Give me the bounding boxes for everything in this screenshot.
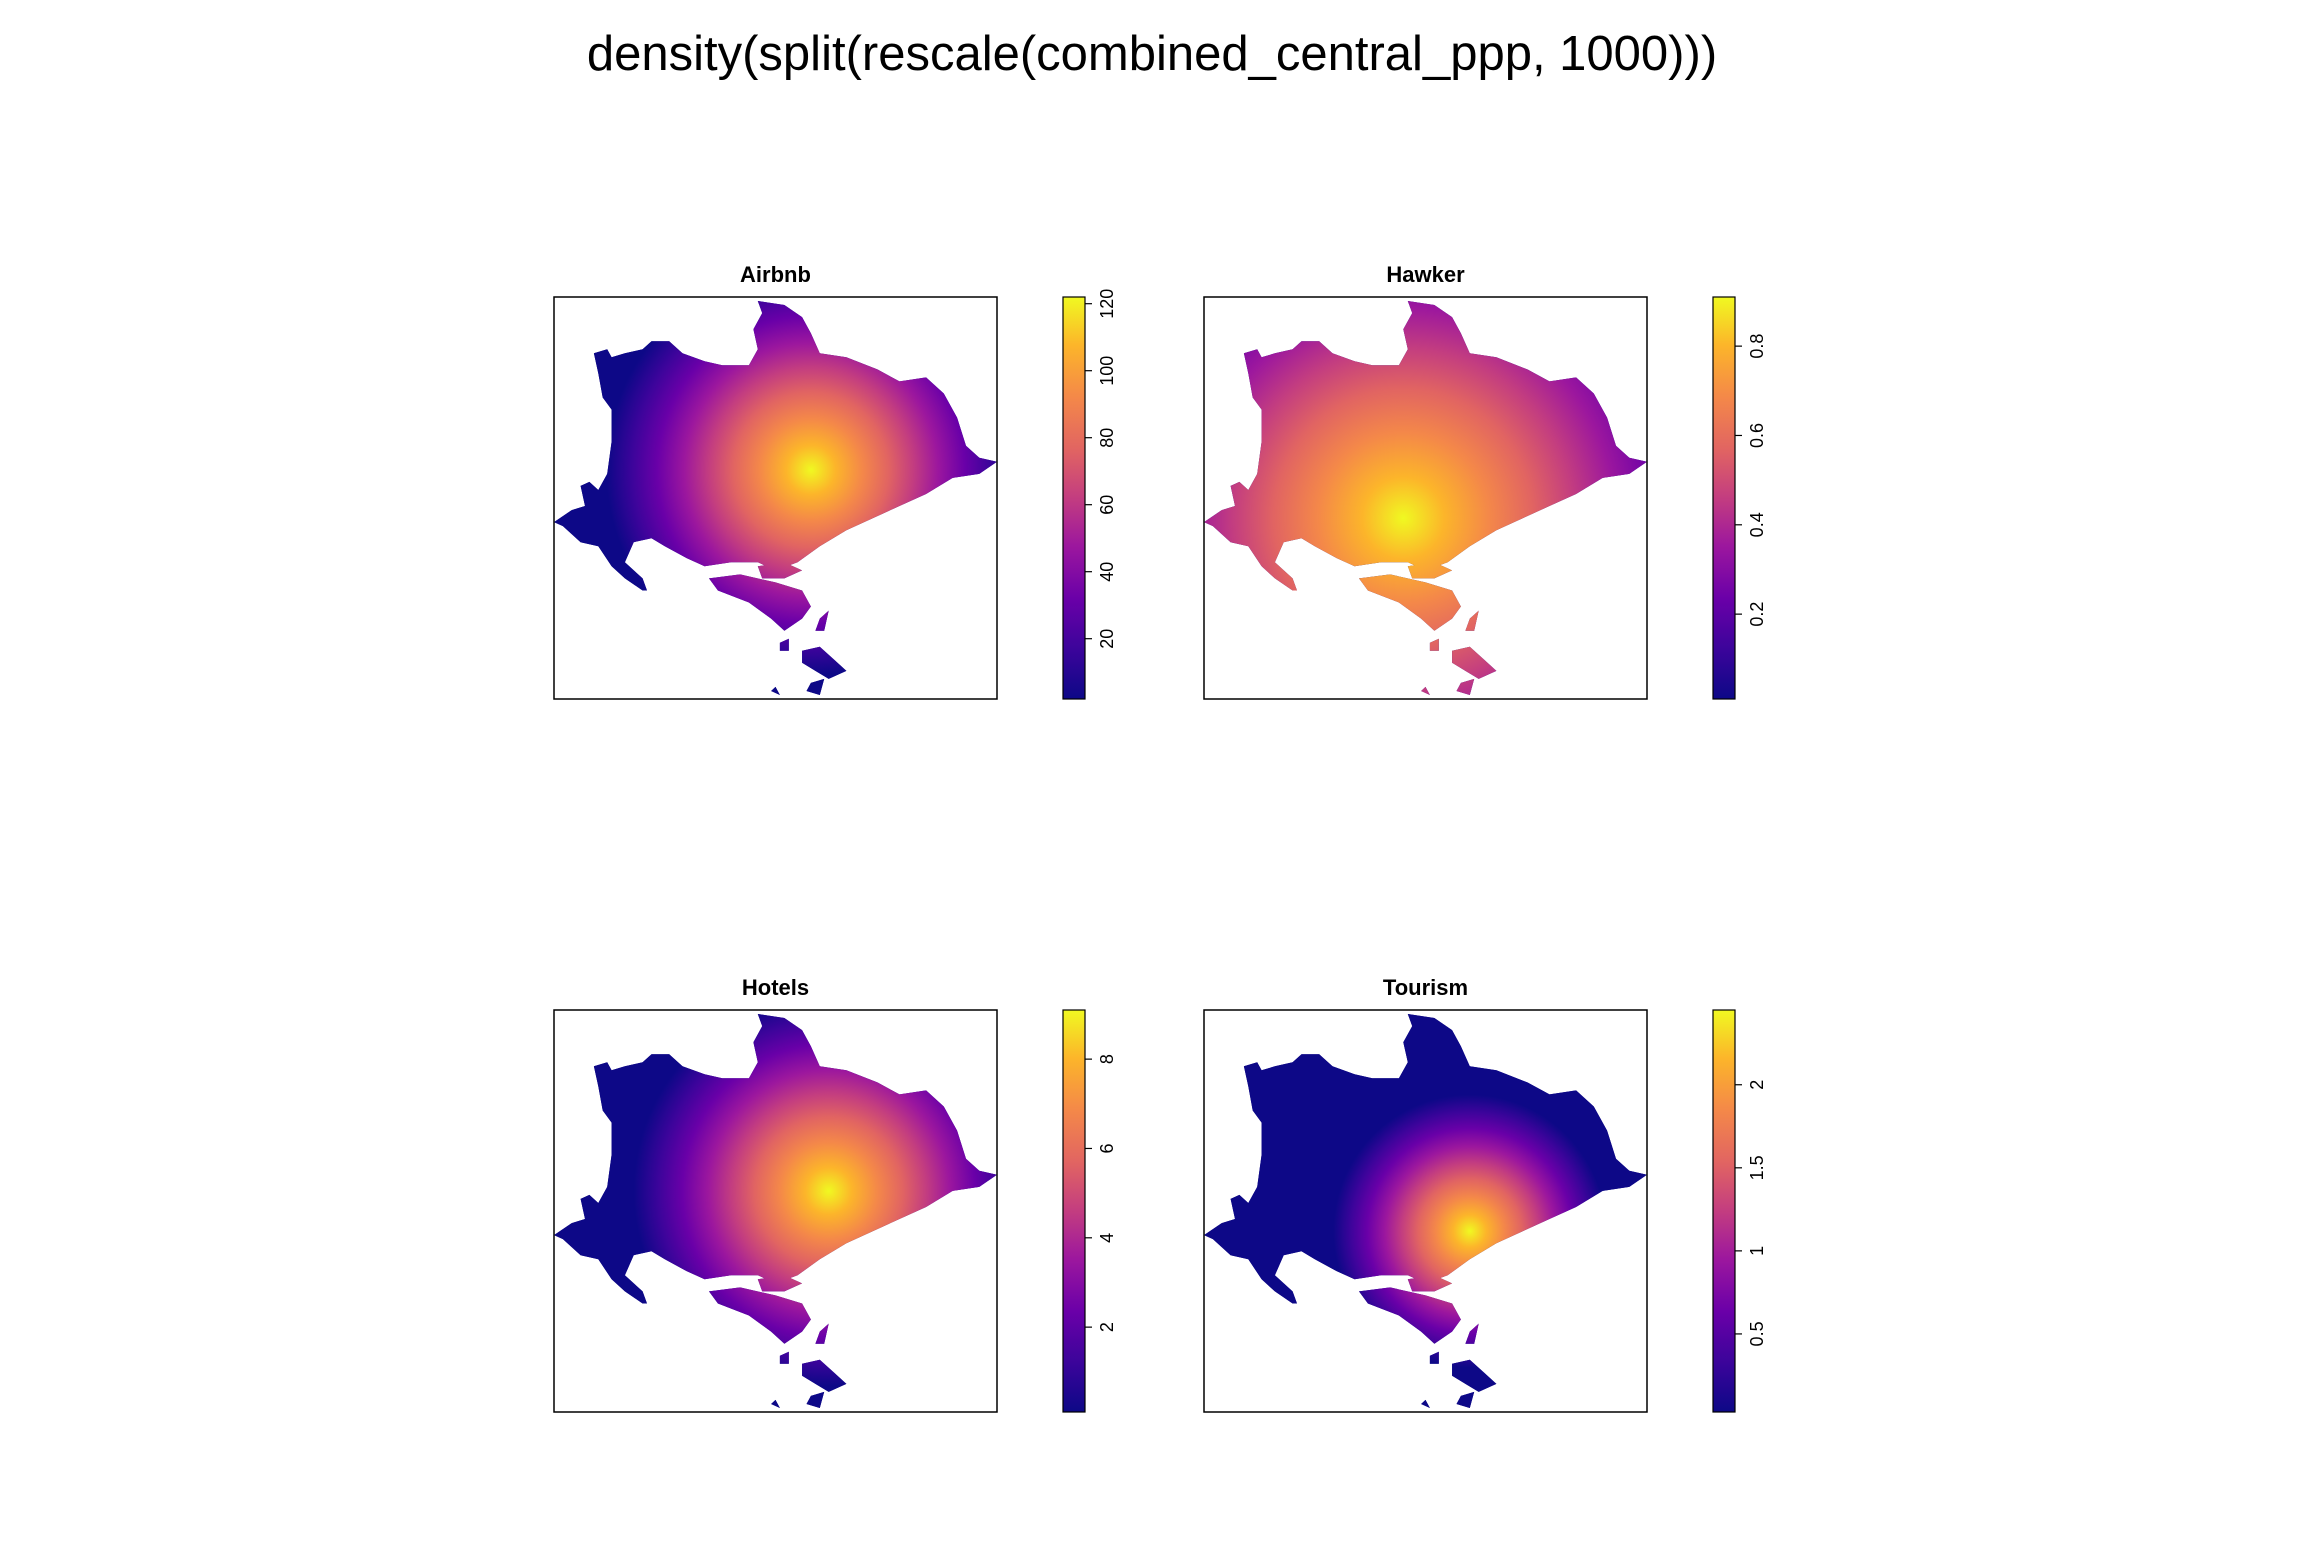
panel-frame [1203,296,1648,700]
figure-title: density(split(rescale(combined_central_p… [586,27,1718,81]
colorbar-tick-label: 1.5 [1747,1155,1767,1180]
density-surface [554,1014,997,1408]
colorbar-tick-label: 4 [1097,1233,1117,1243]
colorbar-tick-label: 6 [1097,1143,1117,1153]
panel-title: Airbnb [740,262,811,287]
colorbar-tick-label: 80 [1097,428,1117,448]
colorbar-tick-label: 2 [1747,1080,1767,1090]
colorbar-tick-label: 0.2 [1747,602,1767,627]
density-surface [1204,1014,1647,1408]
colorbar [1062,296,1086,700]
colorbar-tick-label: 2 [1097,1322,1117,1332]
colorbar-tick-label: 100 [1097,356,1117,386]
colorbar-tick-label: 120 [1097,289,1117,319]
panel-title: Hawker [1386,262,1465,287]
panel-frame [553,296,998,700]
colorbar-tick-label: 0.5 [1747,1321,1767,1346]
density-surface [554,301,997,695]
colorbar-tick-label: 1 [1747,1246,1767,1256]
colorbar-tick-label: 40 [1097,562,1117,582]
panel-frame [553,1009,998,1413]
density-surface [1204,301,1647,695]
colorbar-tick-label: 0.4 [1747,512,1767,537]
panel-hawker: Hawker 0.2 0.4 0.6 0.8 [1203,262,1767,700]
panel-title: Hotels [742,975,809,1000]
colorbar-tick-label: 0.8 [1747,334,1767,359]
panel-hotels: Hotels 2 4 6 8 [553,975,1117,1413]
panel-title: Tourism [1383,975,1468,1000]
colorbar-tick-label: 60 [1097,495,1117,515]
colorbar [1062,1009,1086,1413]
colorbar-tick-label: 0.6 [1747,423,1767,448]
colorbar [1712,1009,1736,1413]
panel-frame [1203,1009,1648,1413]
panel-airbnb: Airbnb 20 40 60 80 100 120 [553,262,1117,700]
colorbar [1712,296,1736,700]
colorbar-tick-label: 20 [1097,629,1117,649]
colorbar-tick-label: 8 [1097,1054,1117,1064]
panel-tourism: Tourism 0.5 1 1.5 2 [1203,975,1767,1413]
